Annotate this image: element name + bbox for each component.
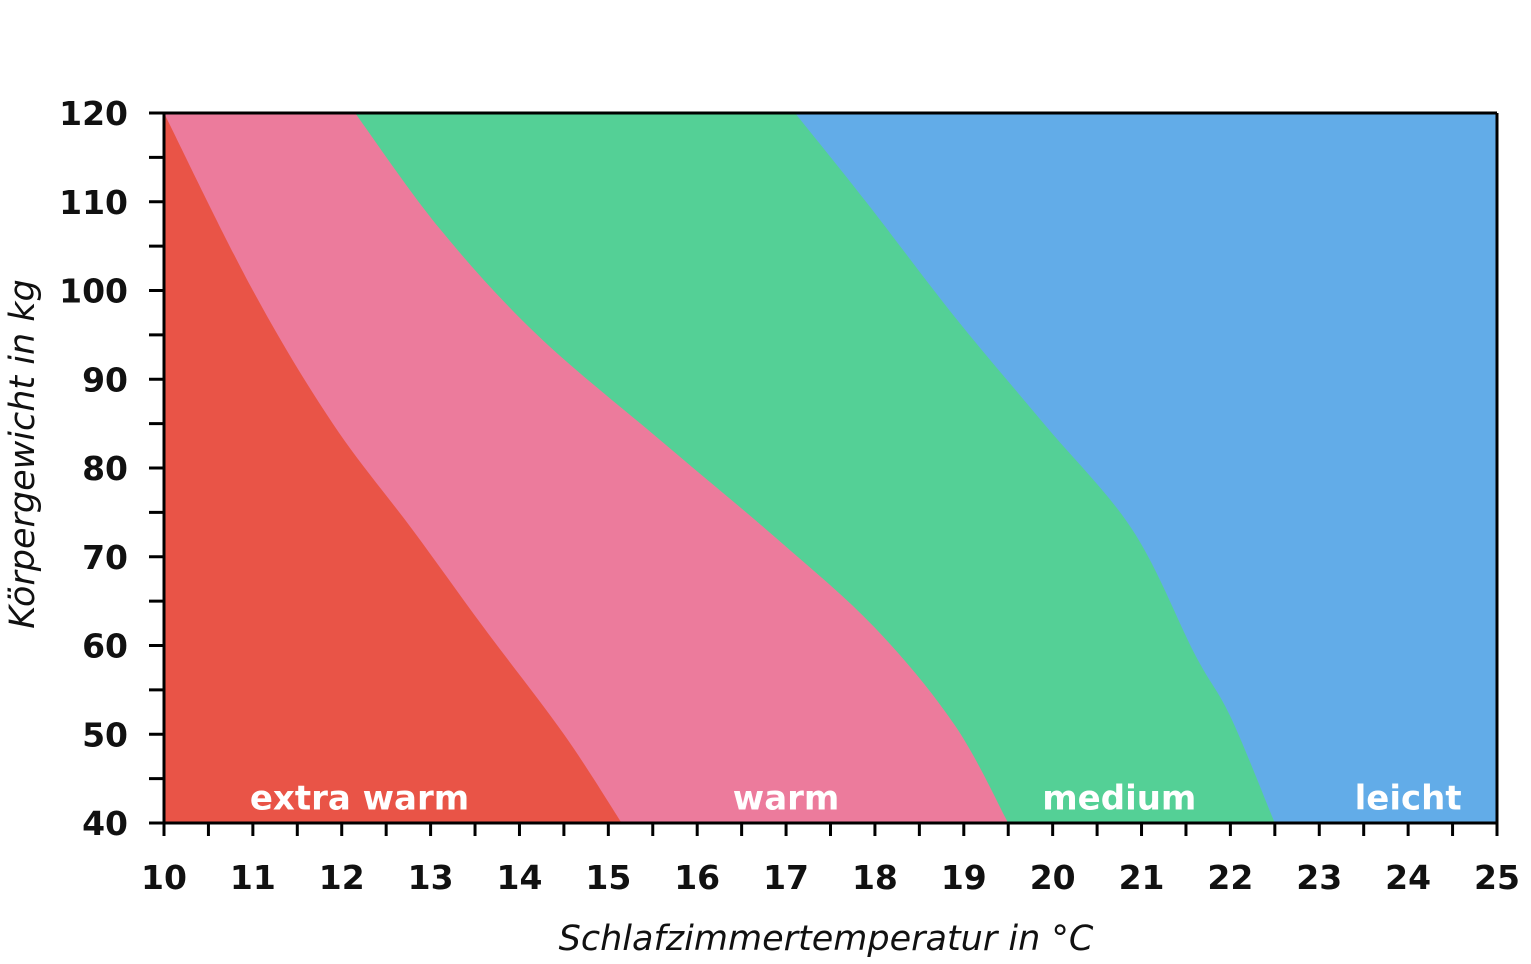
y-tick-label: 50: [82, 715, 128, 754]
region-label-extra-warm: extra warm: [250, 778, 469, 818]
region-labels: extra warm warm medium leicht: [250, 778, 1462, 818]
axis-ticks: [149, 111, 1499, 836]
x-tick-label: 18: [852, 858, 898, 897]
tick-labels: 10 11 12 13 14 15 16 17 18 19 20 21 22 23 24 25 40 50 60 70…: [59, 94, 1520, 897]
x-tick-label: 23: [1296, 858, 1342, 897]
x-tick-label: 22: [1207, 858, 1253, 897]
x-tick-label: 14: [496, 858, 542, 897]
x-tick-label: 11: [230, 858, 276, 897]
region-label-warm: warm: [733, 778, 840, 818]
x-tick-label: 10: [141, 858, 187, 897]
x-tick-label: 13: [408, 858, 454, 897]
x-tick-label: 25: [1474, 858, 1520, 897]
x-tick-label: 16: [674, 858, 720, 897]
regions-layer: [164, 113, 1497, 823]
x-tick-label: 19: [941, 858, 987, 897]
y-axis-title: Körpergewicht in kg: [3, 279, 43, 629]
y-tick-label: 90: [82, 360, 128, 399]
x-tick-label: 20: [1030, 858, 1076, 897]
y-tick-label: 80: [82, 449, 128, 488]
region-label-leicht: leicht: [1355, 778, 1462, 818]
y-tick-label: 120: [59, 94, 128, 133]
x-tick-label: 17: [763, 858, 809, 897]
region-label-medium: medium: [1042, 778, 1196, 818]
y-tick-label: 60: [82, 627, 128, 666]
region-extra-warm: [164, 113, 622, 823]
y-tick-label: 100: [59, 272, 128, 311]
y-tick-label: 70: [82, 538, 128, 577]
plot-frame: [152, 111, 1499, 835]
y-tick-label: 40: [82, 804, 128, 843]
x-tick-label: 12: [319, 858, 365, 897]
x-tick-label: 15: [585, 858, 631, 897]
x-tick-label: 21: [1119, 858, 1165, 897]
y-tick-label: 110: [59, 183, 128, 222]
x-tick-label: 24: [1385, 858, 1431, 897]
x-axis-title: Schlafzimmertemperatur in °C: [559, 919, 1094, 959]
